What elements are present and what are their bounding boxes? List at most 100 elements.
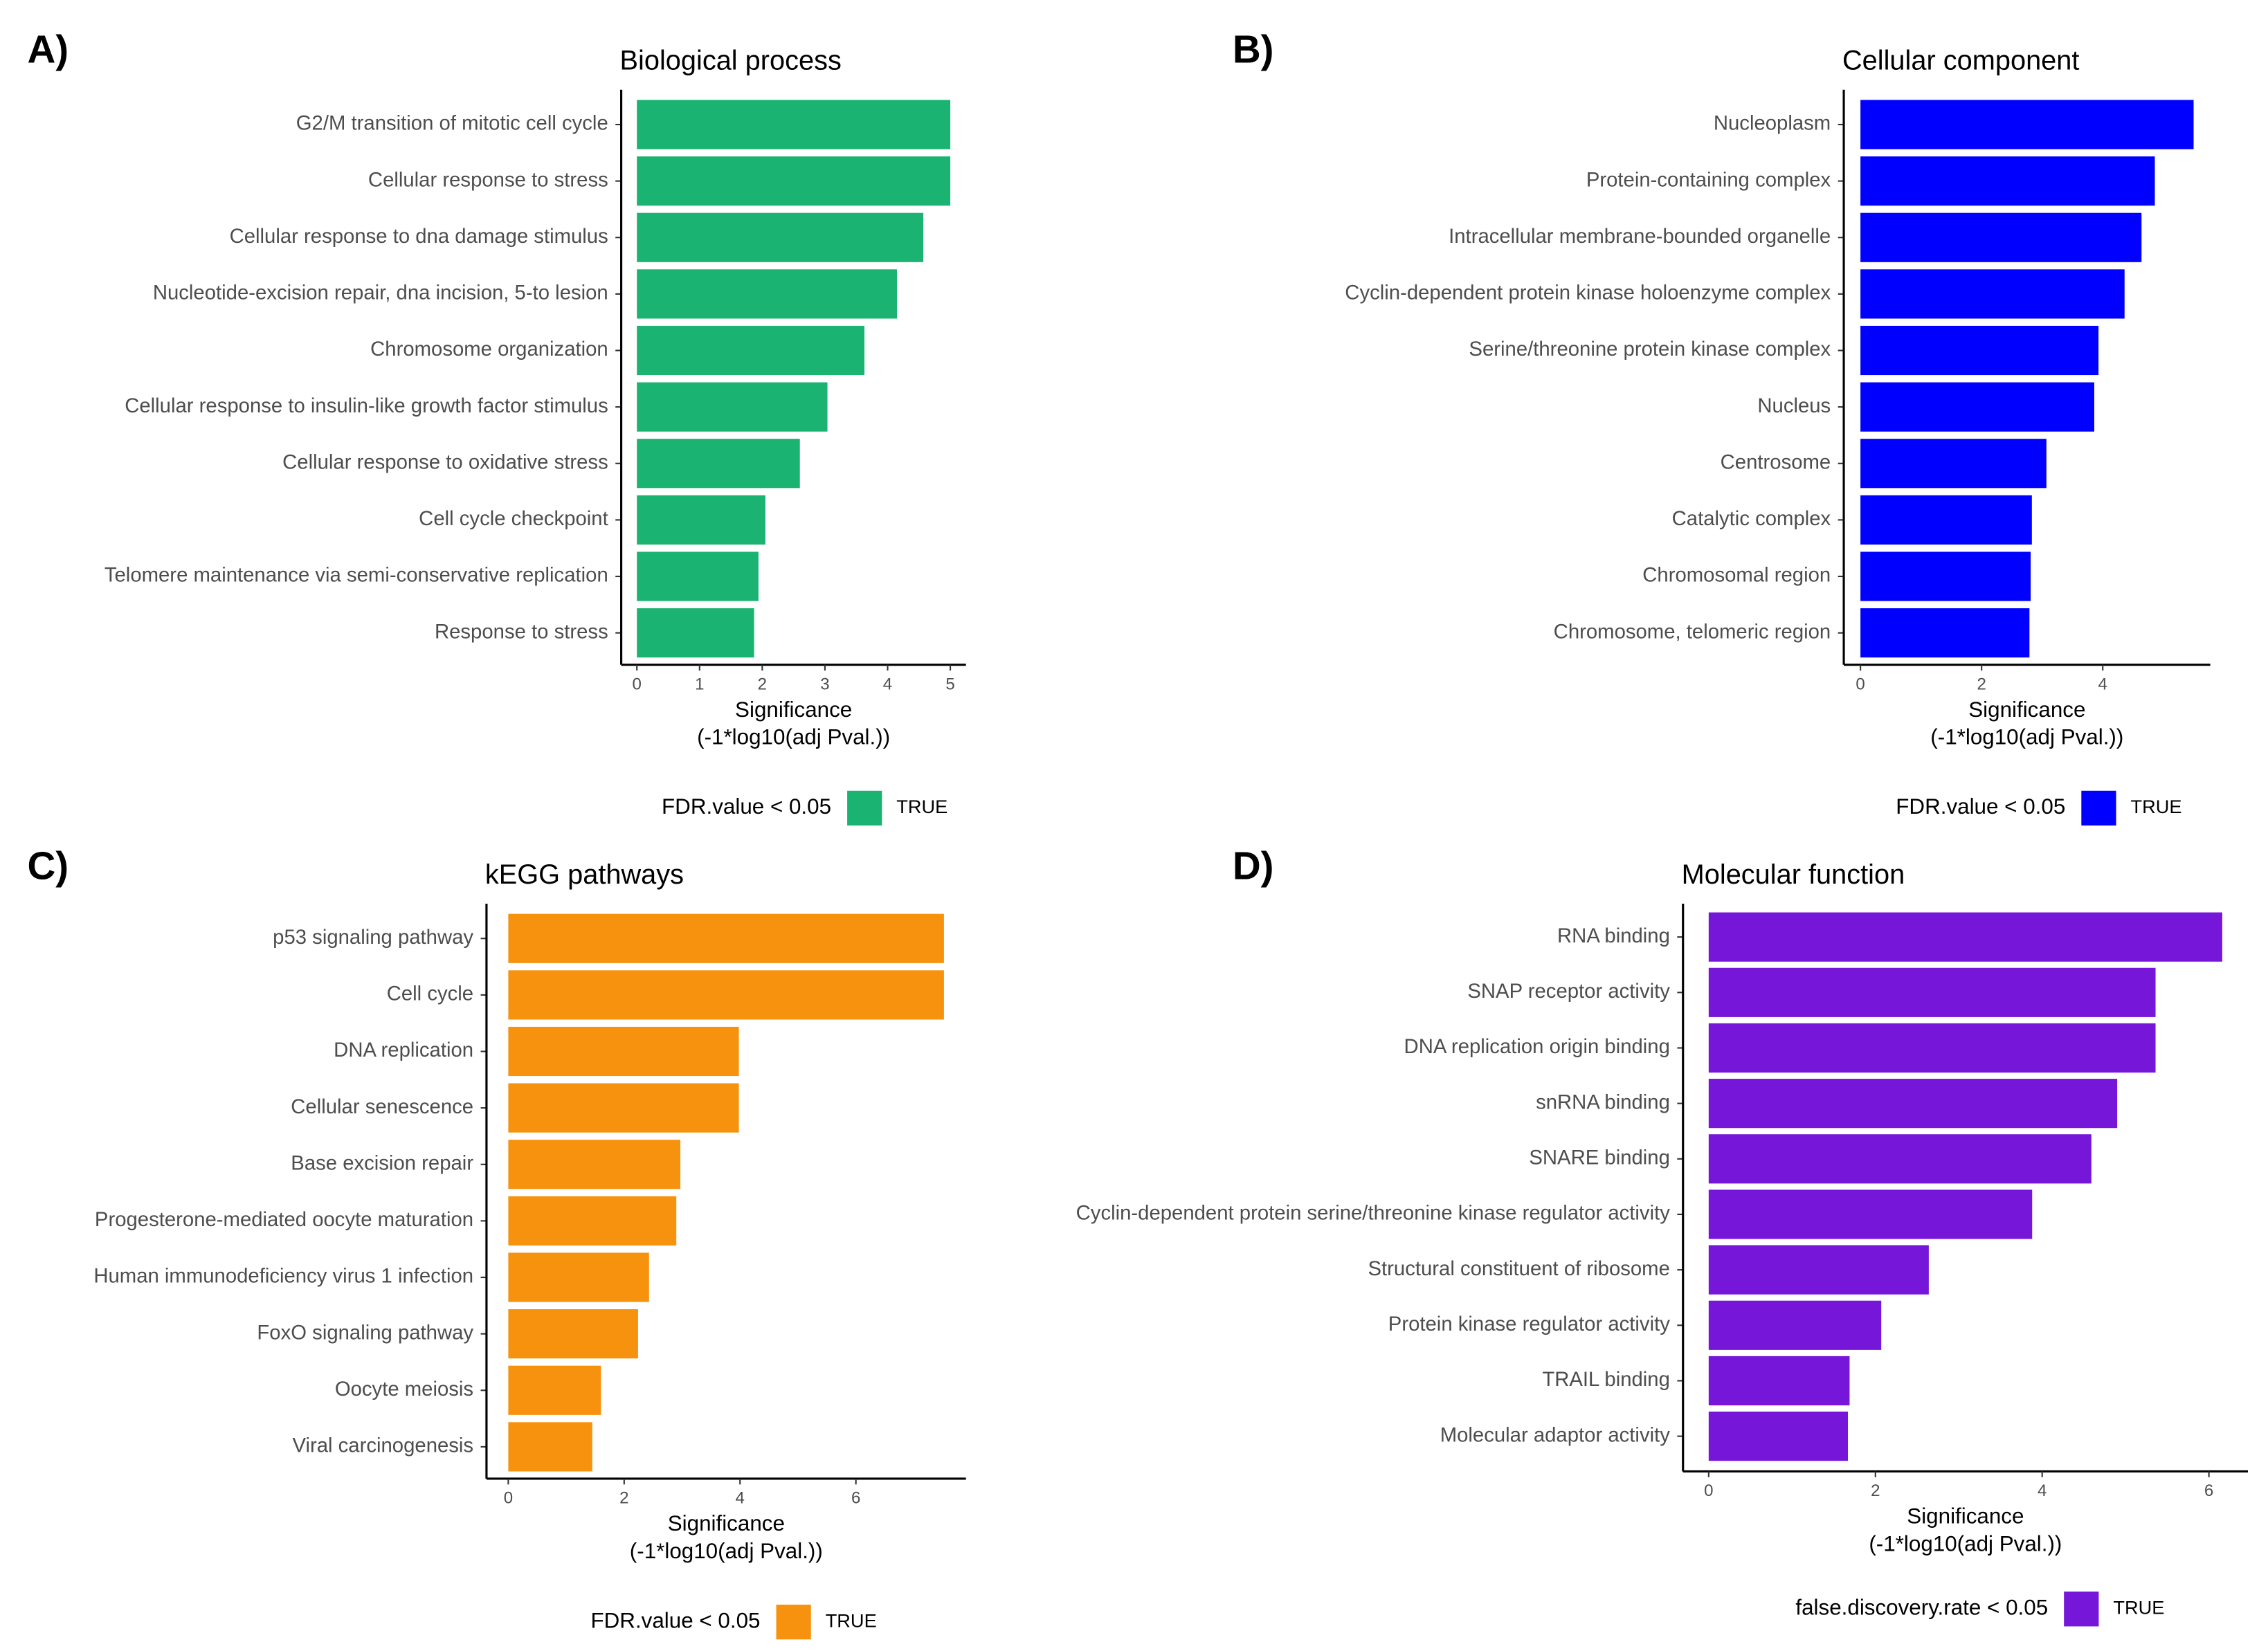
y-tick-label: Human immunodeficiency virus 1 infection [93,1265,473,1288]
x-tick-label: 3 [820,675,829,693]
bar [1708,1189,2033,1239]
y-tick-label: Catalytic complex [1672,507,1831,530]
x-tick-label: 0 [1856,675,1865,693]
legend-label: TRUE [826,1609,877,1631]
x-tick-label: 4 [883,675,892,693]
x-tick-label: 4 [736,1489,745,1508]
bar [637,608,754,658]
y-tick-label: DNA replication origin binding [1404,1035,1670,1058]
bar [637,269,898,319]
bar [1860,156,2155,206]
legend-title: FDR.value < 0.05 [590,1608,760,1632]
chart-title: Biological process [619,45,841,75]
bar [637,100,951,149]
bar [508,1026,739,1077]
x-axis-label: Significance [668,1511,785,1535]
y-tick-label: Viral carcinogenesis [292,1434,473,1457]
y-tick-label: Cyclin-dependent protein kinase holoenzy… [1345,282,1831,304]
bar [1708,1412,1849,1461]
bar [1708,912,2222,962]
y-tick-label: Cellular response to insulin-like growth… [125,394,608,417]
y-tick-label: Chromosome organization [370,338,608,361]
bar [637,551,759,601]
bar [508,913,944,963]
x-tick-label: 6 [2204,1481,2213,1500]
legend-swatch [2081,790,2116,826]
x-tick-label: 0 [504,1489,513,1508]
x-tick-label: 2 [619,1489,628,1508]
y-tick-label: Telomere maintenance via semi-conservati… [105,564,608,587]
bar [1860,551,2031,601]
x-tick-label: 2 [1977,675,1986,693]
bar [508,1252,649,1302]
bar [1708,1134,2092,1184]
legend-title: FDR.value < 0.05 [662,794,831,819]
legend-label: TRUE [896,796,947,817]
y-tick-label: Cyclin-dependent protein serine/threonin… [1076,1202,1671,1225]
y-tick-label: Nucleus [1757,394,1831,417]
x-axis-label: Significance [1968,697,2085,722]
y-tick-label: Cellular response to oxidative stress [282,450,608,473]
x-axis-label: (-1*log10(adj Pval.)) [697,725,890,749]
bar [637,382,828,432]
bar [637,156,951,206]
bar [637,439,800,489]
bar [508,1309,638,1359]
y-tick-label: Cell cycle [387,983,473,1005]
y-tick-label: Chromosome, telomeric region [1554,620,1831,643]
y-tick-label: Intracellular membrane-bounded organelle [1449,225,1831,248]
y-tick-label: Protein-containing complex [1586,168,1831,191]
y-tick-label: Centrosome [1721,450,1831,473]
bar [1860,439,2047,489]
y-tick-label: Protein kinase regulator activity [1388,1313,1670,1335]
legend-title: false.discovery.rate < 0.05 [1795,1596,2048,1620]
y-tick-label: Chromosomal region [1642,564,1831,587]
bar [637,212,924,262]
bar [1860,495,2032,545]
y-tick-label: Nucleoplasm [1714,112,1831,135]
bar [1860,212,2142,262]
x-axis-label: (-1*log10(adj Pval.)) [1869,1532,2062,1556]
x-tick-label: 0 [1704,1481,1713,1500]
legend-swatch [776,1605,811,1640]
y-tick-label: p53 signaling pathway [273,926,473,949]
panel-label: A) [27,27,69,71]
bar [1708,1079,2118,1129]
y-tick-label: Molecular adaptor activity [1440,1423,1671,1446]
y-tick-label: TRAIL binding [1542,1368,1670,1391]
bar [1860,100,2194,149]
bar [1860,608,2030,658]
legend-swatch [2064,1591,2099,1627]
chart-title: Cellular component [1842,45,2079,75]
panel-label: B) [1233,27,1274,71]
y-tick-label: Oocyte meiosis [335,1378,473,1401]
legend-swatch [847,790,882,826]
bar [637,325,864,376]
bar [1708,1300,1882,1350]
bar [508,1196,677,1246]
bar [1708,1023,2156,1073]
bar [637,495,765,545]
y-tick-label: Cellular response to stress [368,168,608,191]
y-tick-label: Cell cycle checkpoint [419,507,608,530]
bar [1708,1356,1850,1406]
y-tick-label: Cellular senescence [291,1095,473,1118]
chart-title: kEGG pathways [485,859,684,890]
bar [1708,967,2156,1017]
y-tick-label: G2/M transition of mitotic cell cycle [296,112,608,135]
x-tick-label: 2 [758,675,767,693]
x-tick-label: 0 [633,675,642,693]
legend-label: TRUE [2113,1596,2164,1618]
y-tick-label: Structural constituent of ribosome [1368,1257,1669,1280]
y-tick-label: Base excision repair [291,1151,473,1174]
y-tick-label: Nucleotide-excision repair, dna incision… [153,282,608,304]
y-tick-label: RNA binding [1557,924,1670,947]
bar [1860,325,2099,376]
panel-label: D) [1233,844,1274,888]
y-tick-label: Serine/threonine protein kinase complex [1469,338,1831,361]
x-tick-label: 6 [851,1489,860,1508]
bar [508,1083,739,1133]
panel-label: C) [27,844,69,888]
bar [508,1140,681,1189]
